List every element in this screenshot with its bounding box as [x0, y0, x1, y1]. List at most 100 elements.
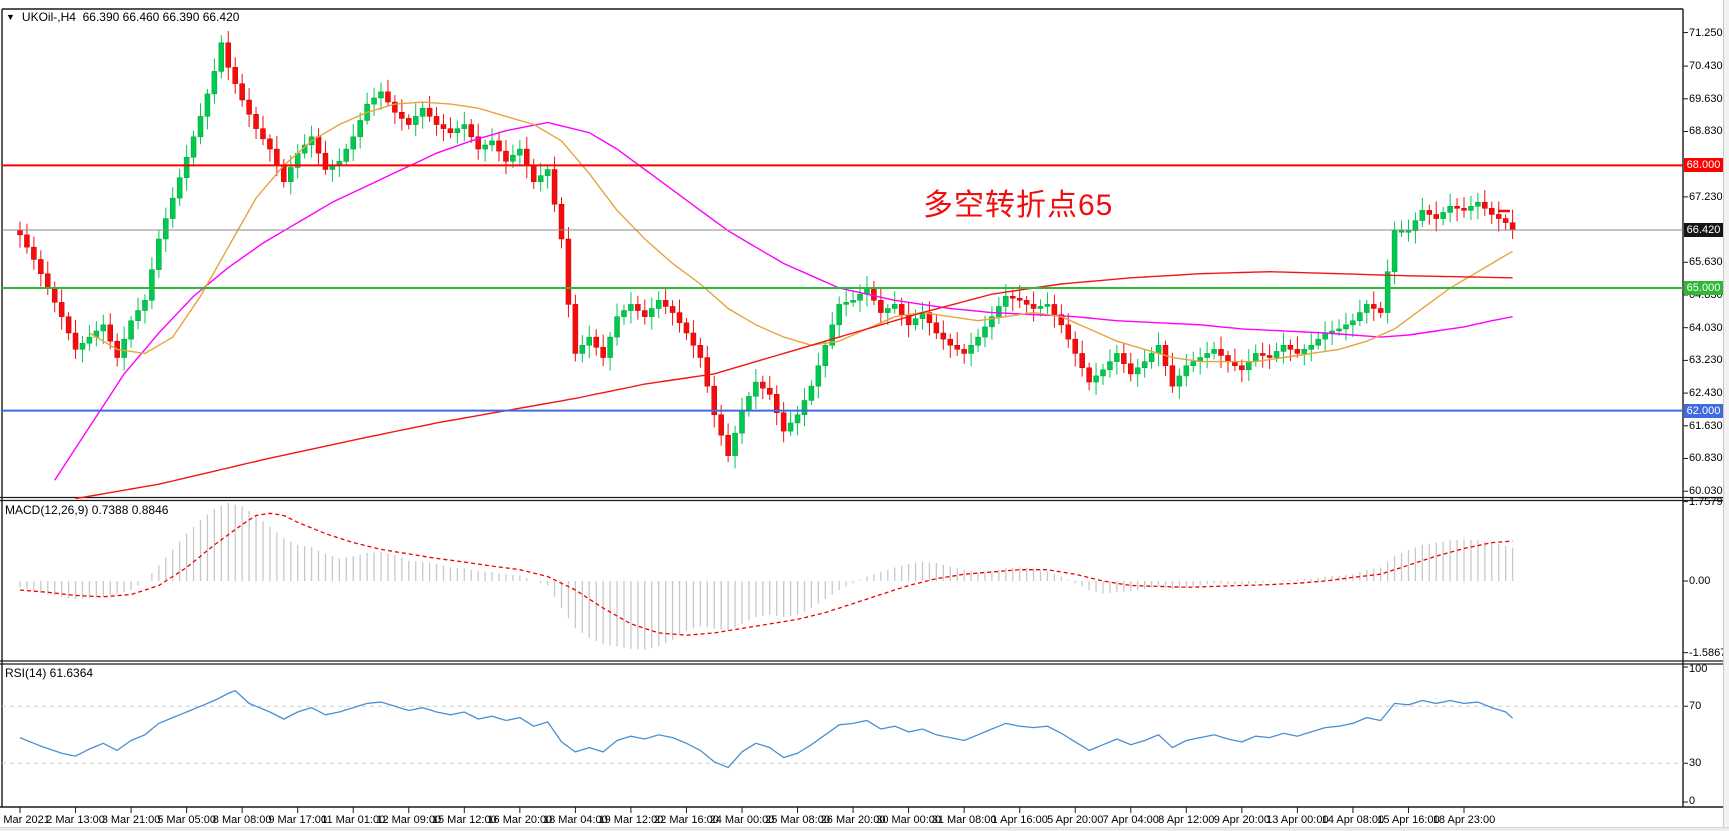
candle-bullish [121, 338, 127, 358]
candle-bearish [426, 107, 433, 117]
candle-bearish [51, 287, 58, 303]
candle-bullish [1350, 320, 1356, 326]
right-scrollbar[interactable] [1723, 0, 1729, 831]
candle-bearish [1433, 214, 1439, 219]
candle-bearish [767, 387, 773, 395]
candle-bullish [190, 136, 197, 158]
candle-bearish [676, 312, 683, 324]
candle-bearish [1454, 206, 1460, 209]
candle-bearish [871, 287, 877, 301]
candle-bullish [135, 310, 141, 321]
candle-bearish [1023, 300, 1030, 305]
candle-bullish [1003, 295, 1009, 307]
candle-bearish [697, 345, 704, 358]
candle-bearish [385, 91, 391, 103]
candle-bearish [1030, 304, 1037, 309]
candle-bullish [1364, 304, 1370, 313]
candle-bearish [1287, 345, 1294, 350]
candle-bearish [662, 300, 669, 307]
candle-bullish [1384, 271, 1391, 313]
candle-bearish [45, 273, 51, 289]
candle-bullish [1044, 304, 1051, 307]
bottom-window-edge [0, 827, 1729, 831]
candle-bearish [558, 203, 565, 240]
candle-bullish [1093, 375, 1099, 383]
candle-bullish [787, 422, 794, 432]
candle-bearish [496, 140, 502, 152]
candle-bearish [1016, 298, 1023, 301]
candle-bearish [565, 238, 572, 305]
candle-bearish [246, 99, 252, 115]
candle-bullish [288, 167, 294, 183]
candle-bullish [1273, 351, 1280, 358]
candle-bearish [600, 347, 606, 358]
candle-bearish [961, 349, 967, 354]
candle-bullish [100, 324, 107, 332]
candle-bullish [1301, 349, 1308, 354]
candle-bearish [399, 112, 405, 119]
candle-bearish [1509, 222, 1516, 231]
candle-bearish [31, 246, 37, 260]
candle-bearish [1426, 210, 1433, 215]
candle-bullish [857, 293, 863, 301]
candle-bullish [1322, 332, 1328, 340]
candle-bullish [1252, 353, 1259, 362]
candle-bearish [1239, 365, 1245, 371]
candle-bullish [412, 116, 419, 125]
candle-bullish [357, 120, 363, 138]
rsi-line [19, 689, 1514, 769]
candle-bearish [315, 136, 322, 154]
candle-bearish [1461, 208, 1467, 211]
candle-bullish [510, 154, 516, 162]
candle-bearish [898, 304, 905, 315]
candle-bullish [746, 396, 752, 411]
candle-bearish [1051, 304, 1058, 315]
candle-bullish [1204, 353, 1210, 358]
candle-bearish [683, 322, 690, 334]
candle-bearish [1482, 201, 1488, 209]
candle-bearish [1072, 338, 1078, 354]
candle-bearish [65, 316, 72, 334]
candle-bearish [1225, 355, 1231, 362]
candle-bearish [642, 310, 648, 317]
candle-bullish [621, 310, 627, 317]
candle-bullish [1211, 349, 1217, 354]
candle-bullish [586, 336, 593, 346]
candle-bullish [1141, 361, 1148, 368]
candle-bearish [1079, 353, 1085, 368]
candle-bullish [419, 107, 426, 117]
candle-bullish [1190, 361, 1196, 366]
candle-bearish [1121, 353, 1127, 364]
candle-bullish [128, 320, 134, 340]
candle-bullish [1176, 375, 1183, 387]
candle-bullish [350, 136, 356, 150]
candle-bearish [773, 394, 780, 413]
candle-bearish [1371, 304, 1377, 309]
candle-bullish [482, 144, 488, 150]
candle-bullish [891, 304, 898, 309]
candle-bearish [468, 124, 474, 138]
candle-bearish [1259, 353, 1266, 356]
candle-bullish [211, 71, 218, 95]
candle-bullish [489, 140, 495, 146]
candle-bullish [753, 381, 759, 397]
candle-bullish [1107, 361, 1113, 371]
candle-bullish [1134, 367, 1141, 375]
candle-bearish [524, 148, 530, 166]
candle-bearish [1266, 355, 1273, 358]
candle-bearish [225, 42, 232, 68]
candle-bullish [850, 300, 856, 303]
candle-bullish [989, 316, 995, 328]
candle-bullish [975, 336, 981, 346]
candle-bullish [968, 345, 974, 354]
candle-bearish [718, 414, 724, 436]
candle-bullish [79, 342, 86, 350]
candle-bullish [1308, 345, 1315, 350]
candle-bearish [38, 259, 44, 274]
candle-bearish [711, 385, 717, 416]
candle-bearish [322, 152, 329, 170]
candle-bullish [829, 324, 835, 346]
candle-bullish [1391, 230, 1398, 272]
